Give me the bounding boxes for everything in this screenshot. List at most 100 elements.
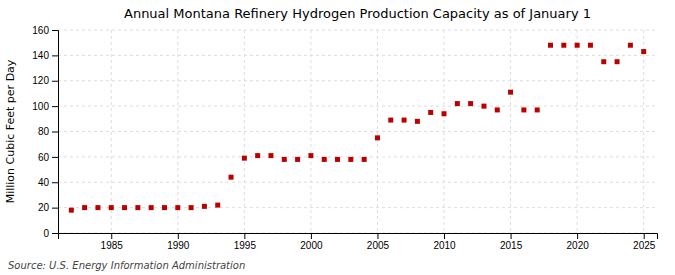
chart: 1985 1990 1995 2000 2005 2010 2015 2020 2025 0 20 4… xyxy=(0,0,675,275)
plot: 1985 1990 1995 2000 2005 2010 2015 2020 2025 0 20 4… xyxy=(32,25,657,251)
x-axis: 1985 1990 1995 2000 2005 2010 2015 2020 2025 xyxy=(59,233,658,251)
point xyxy=(575,43,580,48)
y-axis-title: Million Cubic Feet per Day xyxy=(4,59,17,203)
tick-label: 100 xyxy=(32,101,49,112)
point xyxy=(242,156,247,161)
point xyxy=(535,107,540,112)
tick-label: 20 xyxy=(38,202,50,213)
title: Annual Montana Refinery Hydrogen Product… xyxy=(124,6,591,21)
tick-mark xyxy=(52,81,58,82)
point xyxy=(548,43,553,48)
grid-line xyxy=(58,30,657,31)
point xyxy=(615,59,620,64)
tick-label: 160 xyxy=(32,25,49,36)
point xyxy=(508,90,513,95)
tick-mark xyxy=(52,182,58,183)
point xyxy=(348,157,353,162)
tick: 1985 xyxy=(101,233,124,251)
tick: 2005 xyxy=(367,233,390,251)
tick: 2015 xyxy=(500,233,523,251)
point xyxy=(135,205,140,210)
tick-label: 2015 xyxy=(500,240,523,251)
point xyxy=(468,101,473,106)
tick: 100 xyxy=(32,101,58,112)
grid xyxy=(58,30,657,233)
tick: 120 xyxy=(32,75,58,86)
tick: 40 xyxy=(38,177,58,188)
point xyxy=(588,43,593,48)
grid-line xyxy=(58,106,657,107)
point xyxy=(149,205,154,210)
tick: 2025 xyxy=(633,233,656,251)
point xyxy=(229,175,234,180)
tick-mark xyxy=(244,233,245,239)
point xyxy=(189,205,194,210)
tick: 20 xyxy=(38,202,58,213)
tick-mark xyxy=(52,208,58,209)
point xyxy=(495,107,500,112)
tick-label: 0 xyxy=(43,228,49,239)
tick-label: 1990 xyxy=(167,240,190,251)
tick-label: 120 xyxy=(32,75,49,86)
y-axis: 0 20 40 60 80 100 120 140 160 xyxy=(32,25,58,239)
points xyxy=(69,43,646,213)
tick: 1990 xyxy=(167,233,190,251)
tick-mark xyxy=(178,233,179,239)
tick: 0 xyxy=(43,228,58,239)
tick-label: 40 xyxy=(38,177,50,188)
point xyxy=(82,205,87,210)
tick-mark xyxy=(511,233,512,239)
tick: 140 xyxy=(32,50,58,61)
point xyxy=(521,107,526,112)
point xyxy=(375,135,380,140)
tick-mark xyxy=(52,30,58,31)
tick-mark xyxy=(377,233,378,239)
annotation: Source: U.S. Energy Information Administ… xyxy=(8,260,245,271)
point xyxy=(215,203,220,208)
grid-line xyxy=(58,55,657,56)
point xyxy=(601,59,606,64)
grid-line xyxy=(58,156,657,157)
point xyxy=(388,118,393,123)
axis-line xyxy=(52,31,59,234)
tick-mark xyxy=(111,233,112,239)
tick-label: 2000 xyxy=(300,240,323,251)
tick-mark xyxy=(52,157,58,158)
tick-label: 80 xyxy=(38,126,50,137)
point xyxy=(95,205,100,210)
tick: 2010 xyxy=(433,233,456,251)
point xyxy=(335,157,340,162)
point xyxy=(362,157,367,162)
grid-line xyxy=(58,207,657,208)
tick-mark xyxy=(52,132,58,133)
point xyxy=(481,104,486,109)
tick-mark xyxy=(52,233,58,234)
tick-label: 60 xyxy=(38,152,50,163)
point xyxy=(69,208,74,213)
point xyxy=(255,153,260,158)
tick-label: 2025 xyxy=(633,240,656,251)
point xyxy=(202,204,207,209)
tick-label: 2010 xyxy=(433,240,456,251)
tick-mark xyxy=(52,106,58,107)
point xyxy=(455,101,460,106)
point xyxy=(295,157,300,162)
tick-label: 1985 xyxy=(101,240,124,251)
tick: 160 xyxy=(32,25,58,36)
point xyxy=(122,205,127,210)
point xyxy=(415,119,420,124)
grid-line xyxy=(111,30,112,233)
tick-mark xyxy=(311,233,312,239)
point xyxy=(308,153,313,158)
tick: 80 xyxy=(38,126,58,137)
grid-line xyxy=(58,131,657,132)
point xyxy=(322,157,327,162)
tick-mark xyxy=(52,55,58,56)
point xyxy=(402,118,407,123)
grid-line xyxy=(643,30,644,233)
tick-mark xyxy=(577,233,578,239)
tick: 2020 xyxy=(567,233,590,251)
axis-line xyxy=(59,234,658,240)
point xyxy=(109,205,114,210)
tick: 1995 xyxy=(234,233,257,251)
